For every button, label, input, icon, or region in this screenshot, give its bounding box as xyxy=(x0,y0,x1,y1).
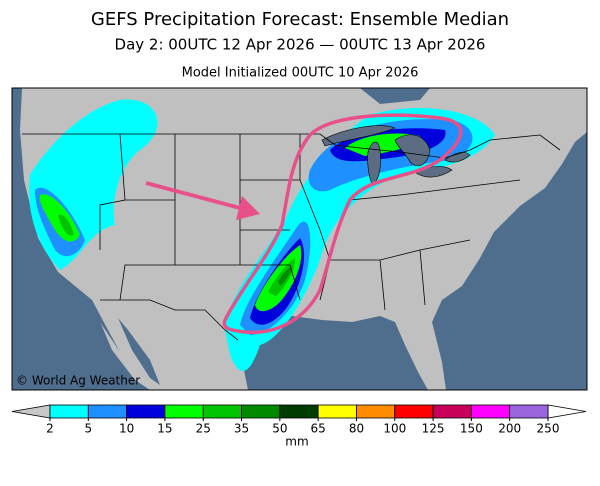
arrow-shaft xyxy=(145,181,241,210)
hudson xyxy=(360,88,430,104)
colorbar-segment xyxy=(87,404,128,419)
arrow-head xyxy=(236,196,260,220)
colorbar-label: 250 xyxy=(537,422,560,436)
colorbar-segment xyxy=(432,404,472,419)
pacific xyxy=(12,88,150,390)
colorbar-label: 50 xyxy=(272,422,287,436)
colorbar-segment xyxy=(394,404,434,419)
init-time: Model Initialized 00UTC 10 Apr 2026 xyxy=(182,66,419,81)
colorbar-label: 65 xyxy=(311,422,326,436)
unit: mm xyxy=(285,435,308,449)
borders xyxy=(22,133,561,341)
colorbar-label: 2 xyxy=(46,422,54,436)
colorbar-label: 10 xyxy=(119,422,134,436)
colorbar-segment xyxy=(509,404,549,419)
title: GEFS Precipitation Forecast: Ensemble Me… xyxy=(91,9,509,30)
colorbar-segment xyxy=(164,404,204,419)
colorbar-segment xyxy=(126,404,166,419)
map-frame xyxy=(11,87,588,391)
colorbar-segment xyxy=(470,404,511,419)
colorbar-label: 35 xyxy=(234,422,249,436)
colorbar-segment xyxy=(202,404,242,419)
colorbar-label: 80 xyxy=(349,422,364,436)
colorbar: 2 5 10 15 25 35 50 65 80 100 125 150 200 250 xyxy=(11,404,587,436)
colorbar-over xyxy=(547,404,587,419)
colorbar-label: 150 xyxy=(460,422,483,436)
colorbar-label: 15 xyxy=(157,422,172,436)
atlantic xyxy=(432,88,587,390)
outlook-outline xyxy=(222,113,463,335)
map xyxy=(12,88,587,390)
subtitle: Day 2: 00UTC 12 Apr 2026 — 00UTC 13 Apr … xyxy=(115,36,486,54)
colorbar-label: 200 xyxy=(498,422,521,436)
colorbar-label: 100 xyxy=(383,422,406,436)
gulf-mexico xyxy=(238,316,428,390)
credit: © World Ag Weather xyxy=(16,374,140,388)
colorbar-segment xyxy=(356,404,396,419)
colorbar-under xyxy=(11,404,51,419)
colorbar-segment xyxy=(49,404,89,419)
colorbar-label: 5 xyxy=(84,422,92,436)
colorbar-label: 125 xyxy=(422,422,445,436)
colorbar-segment xyxy=(317,404,357,419)
colorbar-segment xyxy=(279,404,319,419)
colorbar-label: 25 xyxy=(196,422,211,436)
gulf-california xyxy=(118,318,160,385)
colorbar-segment xyxy=(241,404,281,419)
